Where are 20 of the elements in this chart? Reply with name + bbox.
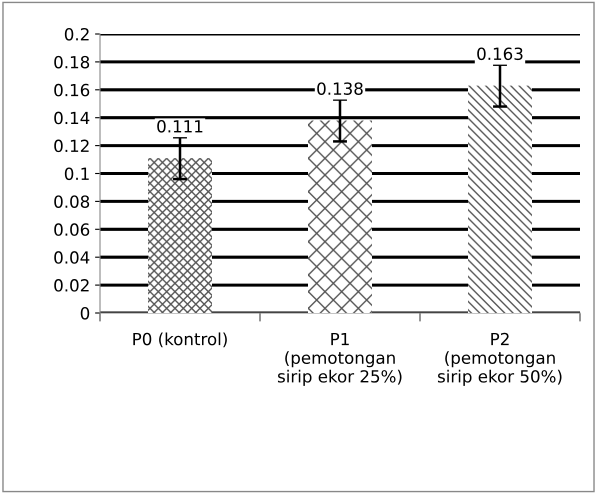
x-tick-label: P1 (pemotongan sirip ekor 25%)	[278, 332, 402, 386]
data-label: 0.111	[157, 120, 202, 133]
y-tick-label: 0.12	[54, 140, 89, 152]
x-tick-label: P2 (pemotongan sirip ekor 50%)	[438, 332, 562, 386]
y-tick-label: 0	[80, 306, 90, 320]
y-tick-label: 0.04	[54, 251, 90, 264]
x-tick-label: P0 (kontrol)	[133, 332, 227, 348]
y-tick-label: 0.18	[54, 56, 90, 68]
y-tick-label: 0.2	[64, 28, 89, 41]
y-tick-label: 0.16	[54, 84, 90, 96]
y-tick-label: 0.08	[54, 195, 90, 208]
data-label: 0.163	[477, 47, 523, 60]
y-tick-label: 0.1	[64, 167, 89, 180]
bar	[468, 86, 532, 313]
bar	[308, 120, 372, 313]
data-label: 0.138	[317, 82, 363, 95]
bar	[148, 158, 212, 313]
y-tick-label: 0.02	[54, 279, 89, 292]
y-tick-label: 0.14	[54, 112, 90, 124]
y-tick-label: 0.06	[54, 223, 90, 236]
